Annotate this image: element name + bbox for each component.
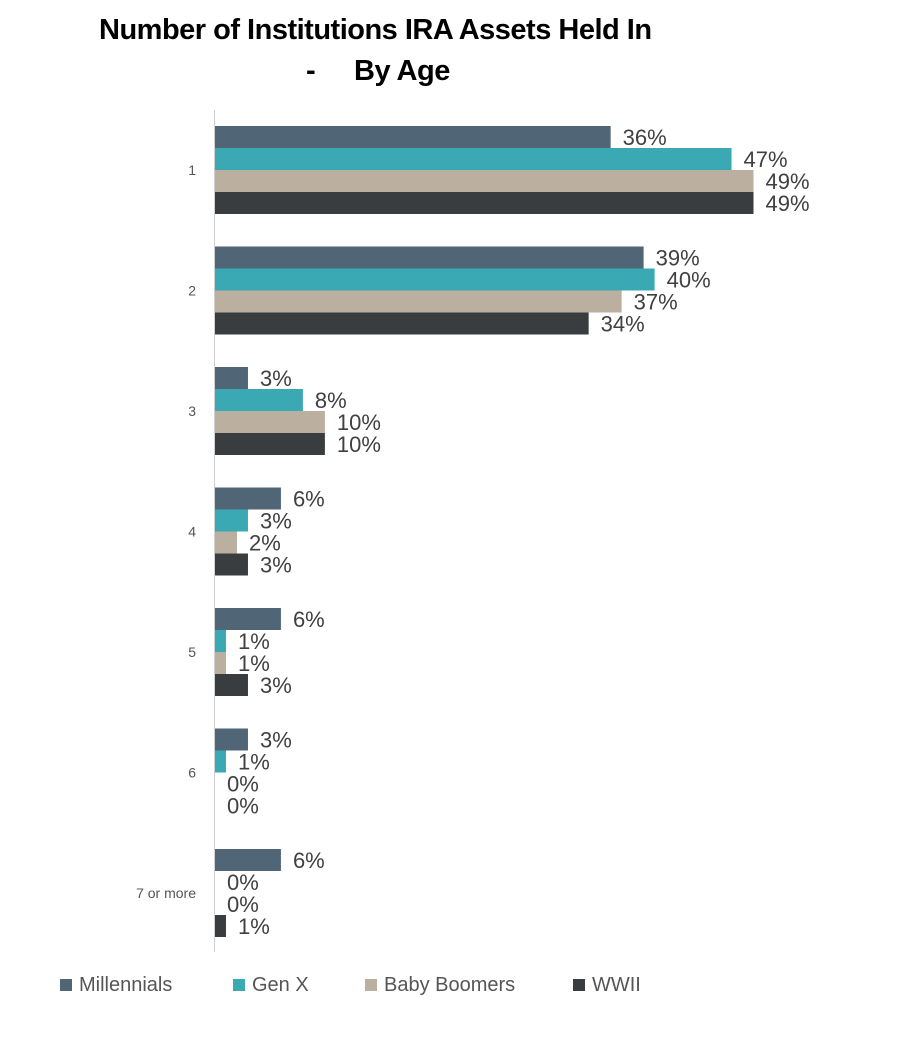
data-label: 49% bbox=[766, 191, 810, 216]
bar-gen-x bbox=[215, 750, 226, 773]
data-label: 0% bbox=[227, 772, 259, 797]
data-label: 3% bbox=[260, 509, 292, 534]
data-label: 0% bbox=[227, 892, 259, 917]
data-label: 37% bbox=[634, 290, 678, 315]
bar-gen-x bbox=[215, 389, 303, 411]
data-label: 2% bbox=[249, 531, 281, 556]
data-label: 6% bbox=[293, 487, 325, 512]
data-label: 0% bbox=[227, 870, 259, 895]
data-label: 1% bbox=[238, 651, 270, 676]
data-label: 10% bbox=[337, 432, 381, 457]
data-label: 3% bbox=[260, 673, 292, 698]
bar-wwii bbox=[215, 915, 226, 937]
category-tick-label: 6 bbox=[188, 765, 196, 781]
bar-gen-x bbox=[215, 630, 226, 652]
data-label: 36% bbox=[623, 125, 667, 150]
data-label: 34% bbox=[601, 312, 645, 337]
bar-wwii bbox=[215, 192, 754, 214]
data-label: 3% bbox=[260, 366, 292, 391]
data-label: 10% bbox=[337, 410, 381, 435]
legend-item-gen-x: Gen X bbox=[233, 970, 309, 1000]
legend-swatch bbox=[60, 979, 72, 991]
bar-gen-x bbox=[215, 268, 655, 291]
legend-label: Millennials bbox=[79, 973, 173, 996]
legend-item-wwii: WWII bbox=[573, 970, 641, 1000]
data-label: 0% bbox=[227, 794, 259, 819]
legend-label: Gen X bbox=[252, 973, 309, 996]
bar-millennials bbox=[215, 246, 644, 269]
bar-baby-boomers bbox=[215, 170, 754, 192]
data-label: 3% bbox=[260, 728, 292, 753]
bar-millennials bbox=[215, 367, 248, 389]
category-tick-label: 1 bbox=[188, 162, 196, 178]
data-label: 1% bbox=[238, 914, 270, 939]
data-label: 49% bbox=[766, 169, 810, 194]
data-label: 39% bbox=[656, 246, 700, 271]
bar-millennials bbox=[215, 849, 281, 871]
legend-label: WWII bbox=[592, 973, 641, 996]
chart-legend: Millennials Gen X Baby Boomers WWII bbox=[0, 970, 901, 1000]
category-tick-label: 7 or more bbox=[136, 885, 196, 901]
bar-millennials bbox=[215, 487, 281, 510]
bar-chart: 136%47%49%49%239%40%37%34%33%8%10%10%46%… bbox=[136, 110, 810, 952]
legend-swatch bbox=[573, 979, 585, 991]
bar-wwii bbox=[215, 433, 325, 455]
bar-millennials bbox=[215, 728, 248, 751]
data-label: 1% bbox=[238, 629, 270, 654]
legend-item-millennials: Millennials bbox=[60, 970, 172, 1000]
legend-swatch bbox=[233, 979, 245, 991]
category-tick-label: 3 bbox=[188, 403, 196, 419]
category-tick-label: 2 bbox=[188, 283, 196, 299]
bar-gen-x bbox=[215, 509, 248, 532]
category-tick-label: 5 bbox=[188, 644, 196, 660]
data-label: 6% bbox=[293, 607, 325, 632]
bar-millennials bbox=[215, 126, 611, 148]
bar-wwii bbox=[215, 553, 248, 576]
data-label: 8% bbox=[315, 388, 347, 413]
bar-gen-x bbox=[215, 148, 732, 170]
bar-baby-boomers bbox=[215, 290, 622, 313]
bar-wwii bbox=[215, 312, 589, 335]
chart-title: Number of Institutions IRA Assets Held I… bbox=[99, 14, 652, 46]
data-label: 40% bbox=[667, 268, 711, 293]
legend-swatch bbox=[365, 979, 377, 991]
category-tick-label: 4 bbox=[188, 524, 196, 540]
bar-millennials bbox=[215, 608, 281, 630]
bar-baby-boomers bbox=[215, 411, 325, 433]
data-label: 47% bbox=[744, 147, 788, 172]
data-label: 3% bbox=[260, 553, 292, 578]
subtitle-dash: - bbox=[306, 55, 316, 87]
bar-baby-boomers bbox=[215, 531, 237, 554]
bar-baby-boomers bbox=[215, 652, 226, 674]
legend-item-baby-boomers: Baby Boomers bbox=[365, 970, 515, 1000]
chart-subtitle: By Age bbox=[354, 55, 450, 87]
data-label: 6% bbox=[293, 848, 325, 873]
legend-label: Baby Boomers bbox=[384, 973, 516, 996]
data-label: 1% bbox=[238, 750, 270, 775]
bar-wwii bbox=[215, 674, 248, 696]
